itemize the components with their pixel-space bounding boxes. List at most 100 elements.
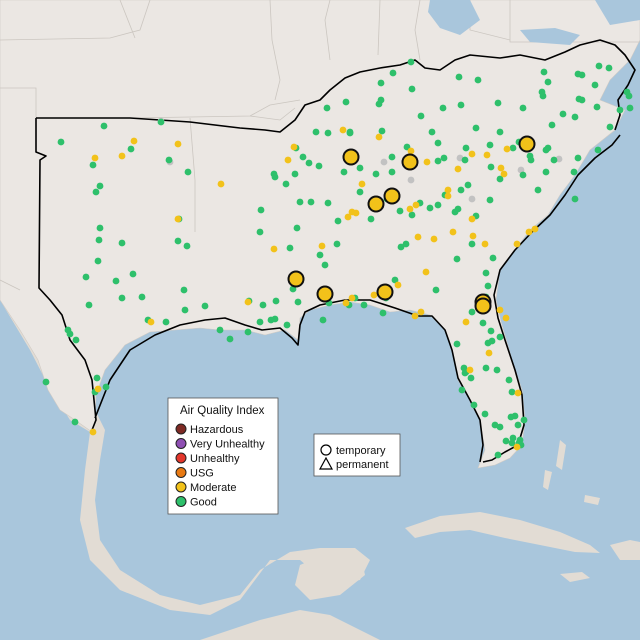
station-good[interactable]	[379, 309, 387, 317]
station-good[interactable]	[520, 416, 528, 424]
station-temporary-moderate[interactable]	[401, 153, 419, 171]
station-temporary-moderate[interactable]	[316, 285, 334, 303]
station-good[interactable]	[494, 99, 502, 107]
station-good[interactable]	[468, 308, 476, 316]
station-moderate[interactable]	[468, 150, 476, 158]
station-moderate[interactable]	[481, 240, 489, 248]
station-moderate[interactable]	[284, 156, 292, 164]
station-good[interactable]	[426, 204, 434, 212]
station-moderate[interactable]	[370, 291, 378, 299]
station-good[interactable]	[453, 255, 461, 263]
station-good[interactable]	[85, 301, 93, 309]
station-moderate[interactable]	[513, 443, 521, 451]
station-moderate[interactable]	[496, 306, 504, 314]
station-good[interactable]	[481, 410, 489, 418]
station-good[interactable]	[606, 123, 614, 131]
station-moderate[interactable]	[94, 385, 102, 393]
station-good[interactable]	[138, 293, 146, 301]
station-good[interactable]	[375, 100, 383, 108]
station-good[interactable]	[593, 103, 601, 111]
station-moderate[interactable]	[270, 245, 278, 253]
station-good[interactable]	[291, 170, 299, 178]
station-good[interactable]	[505, 376, 513, 384]
station-good[interactable]	[294, 298, 302, 306]
station-moderate[interactable]	[318, 242, 326, 250]
station-moderate[interactable]	[502, 314, 510, 322]
station-moderate[interactable]	[407, 147, 415, 155]
station-no-data[interactable]	[407, 176, 415, 184]
station-good[interactable]	[487, 163, 495, 171]
station-good[interactable]	[118, 294, 126, 302]
station-moderate[interactable]	[411, 312, 419, 320]
station-temporary-moderate[interactable]	[367, 195, 385, 213]
station-temporary-moderate[interactable]	[342, 148, 360, 166]
station-moderate[interactable]	[406, 205, 414, 213]
station-good[interactable]	[127, 145, 135, 153]
station-good[interactable]	[293, 224, 301, 232]
station-good[interactable]	[112, 277, 120, 285]
station-good[interactable]	[508, 388, 516, 396]
station-good[interactable]	[496, 175, 504, 183]
station-good[interactable]	[440, 154, 448, 162]
station-good[interactable]	[346, 129, 354, 137]
station-good[interactable]	[514, 421, 522, 429]
station-moderate[interactable]	[348, 208, 356, 216]
station-moderate[interactable]	[449, 228, 457, 236]
station-moderate[interactable]	[91, 154, 99, 162]
station-good[interactable]	[594, 146, 602, 154]
station-good[interactable]	[408, 85, 416, 93]
station-moderate[interactable]	[244, 298, 252, 306]
station-good[interactable]	[367, 215, 375, 223]
station-good[interactable]	[623, 88, 631, 96]
station-good[interactable]	[486, 196, 494, 204]
station-good[interactable]	[272, 297, 280, 305]
station-good[interactable]	[129, 270, 137, 278]
station-moderate[interactable]	[514, 389, 522, 397]
station-moderate[interactable]	[454, 165, 462, 173]
station-good[interactable]	[82, 273, 90, 281]
station-good[interactable]	[534, 186, 542, 194]
station-good[interactable]	[180, 286, 188, 294]
station-moderate[interactable]	[468, 215, 476, 223]
station-good[interactable]	[474, 76, 482, 84]
station-good[interactable]	[486, 141, 494, 149]
station-good[interactable]	[461, 156, 469, 164]
station-good[interactable]	[96, 224, 104, 232]
station-moderate[interactable]	[531, 225, 539, 233]
station-good[interactable]	[183, 242, 191, 250]
station-moderate[interactable]	[414, 233, 422, 241]
station-good[interactable]	[315, 162, 323, 170]
station-moderate[interactable]	[339, 126, 347, 134]
station-good[interactable]	[94, 257, 102, 265]
station-good[interactable]	[244, 328, 252, 336]
station-good[interactable]	[550, 156, 558, 164]
station-good[interactable]	[333, 240, 341, 248]
station-good[interactable]	[544, 78, 552, 86]
station-moderate[interactable]	[348, 294, 356, 302]
station-good[interactable]	[201, 302, 209, 310]
station-good[interactable]	[519, 171, 527, 179]
station-good[interactable]	[324, 199, 332, 207]
station-good[interactable]	[548, 121, 556, 129]
station-good[interactable]	[417, 112, 425, 120]
station-good[interactable]	[482, 269, 490, 277]
station-good[interactable]	[391, 276, 399, 284]
station-moderate[interactable]	[513, 240, 521, 248]
station-good[interactable]	[507, 413, 515, 421]
station-good[interactable]	[271, 173, 279, 181]
station-good[interactable]	[470, 401, 478, 409]
station-moderate[interactable]	[483, 151, 491, 159]
station-good[interactable]	[396, 207, 404, 215]
station-moderate[interactable]	[469, 232, 477, 240]
station-good[interactable]	[472, 124, 480, 132]
station-good[interactable]	[102, 383, 110, 391]
station-good[interactable]	[360, 301, 368, 309]
station-good[interactable]	[334, 217, 342, 225]
station-good[interactable]	[372, 170, 380, 178]
station-good[interactable]	[526, 152, 534, 160]
station-good[interactable]	[484, 282, 492, 290]
station-good[interactable]	[509, 144, 517, 152]
station-good[interactable]	[267, 316, 275, 324]
station-good[interactable]	[257, 206, 265, 214]
